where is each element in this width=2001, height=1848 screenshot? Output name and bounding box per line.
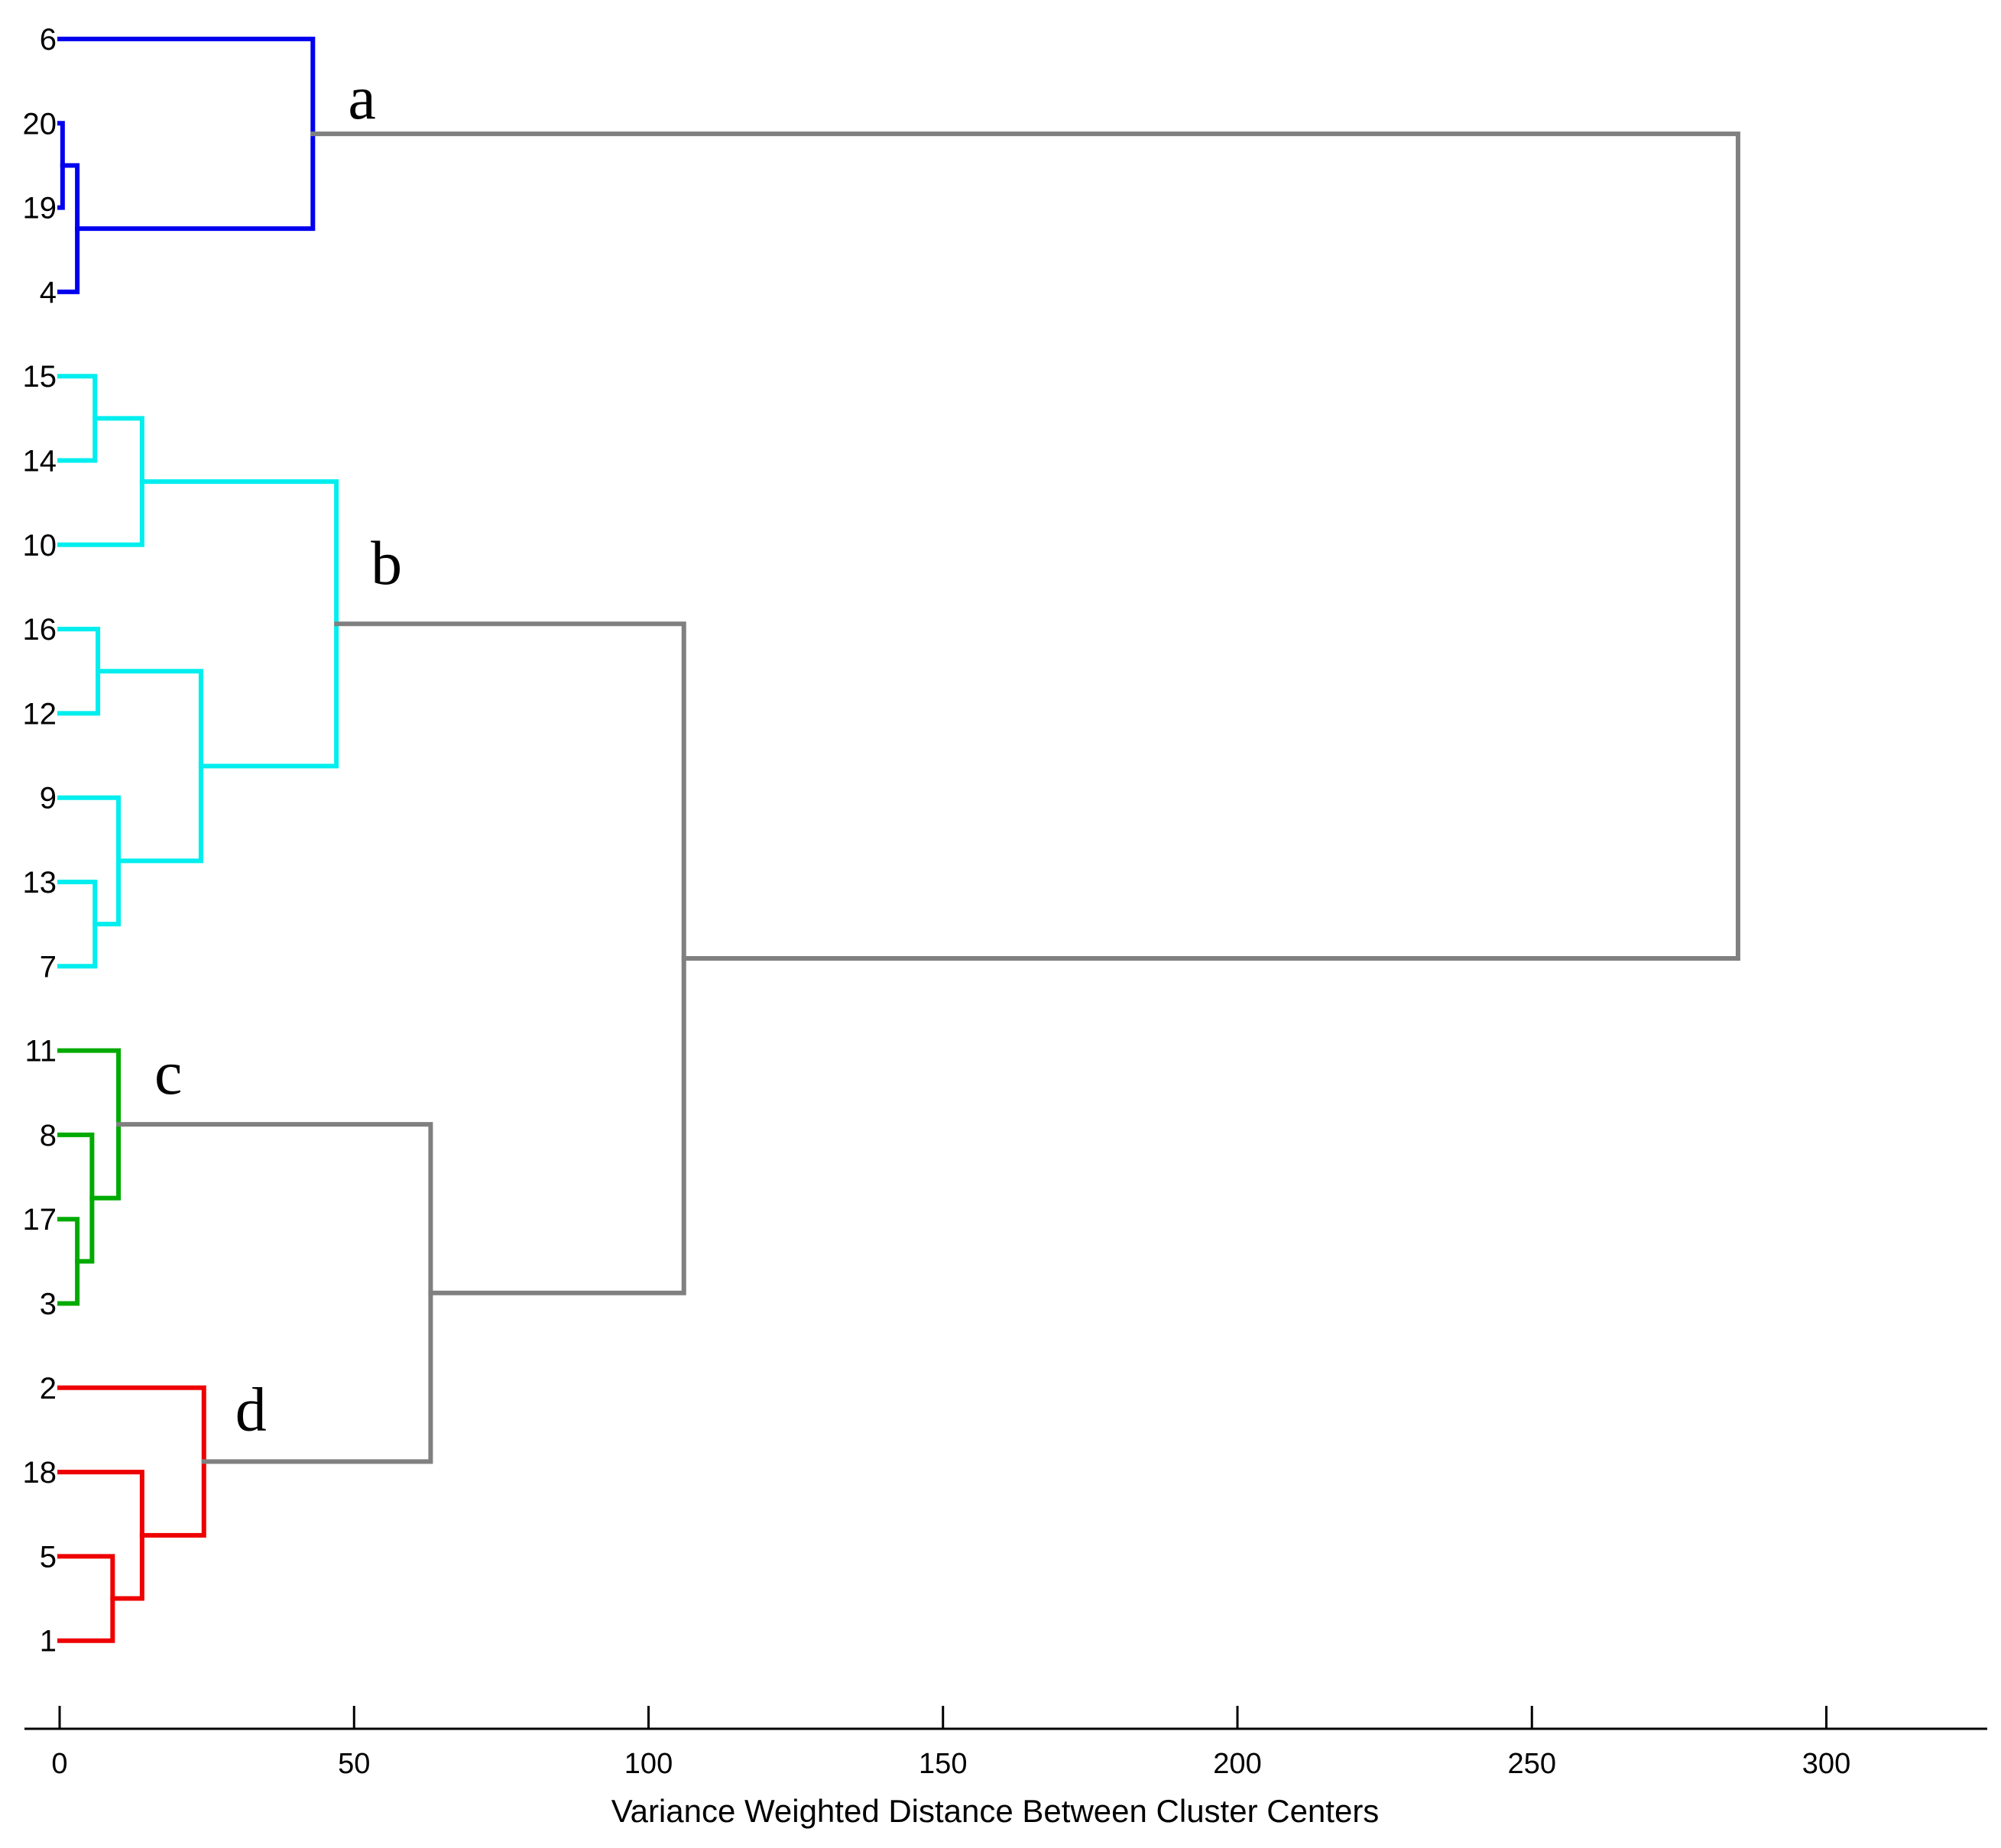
cluster-label-c: c xyxy=(154,1038,182,1107)
cluster-annotations: a b c d xyxy=(154,63,402,1444)
leaf-label-3: 3 xyxy=(40,1288,57,1321)
link-m19 xyxy=(310,131,1740,961)
cluster-label-a: a xyxy=(348,63,375,132)
leaf-label-2: 2 xyxy=(40,1372,57,1405)
x-tick-label-300: 300 xyxy=(1802,1748,1850,1780)
cluster-label-d: d xyxy=(235,1374,267,1444)
link-m8 xyxy=(57,795,122,927)
leaf-label-12: 12 xyxy=(23,697,57,731)
link-m6 xyxy=(57,627,101,716)
leaf-labels: 6 20 19 4 15 14 10 16 12 9 13 7 11 8 17 3 2 18 5 1 xyxy=(23,23,57,1658)
x-tick-label-150: 150 xyxy=(919,1748,967,1780)
link-m4 xyxy=(57,374,98,463)
link-m17 xyxy=(116,1122,433,1464)
leaf-label-13: 13 xyxy=(23,866,57,900)
link-m5 xyxy=(57,416,144,547)
link-m13 xyxy=(57,1048,122,1201)
dendrogram-links xyxy=(57,37,1740,1643)
x-tick-label-100: 100 xyxy=(624,1748,673,1780)
leaf-label-15: 15 xyxy=(23,360,57,394)
leaf-label-16: 16 xyxy=(23,613,57,647)
cluster-label-b: b xyxy=(371,528,402,598)
leaf-label-4: 4 xyxy=(40,276,57,310)
link-m10 xyxy=(139,479,339,769)
x-axis-title: Variance Weighted Distance Between Clust… xyxy=(611,1793,1380,1829)
leaf-label-8: 8 xyxy=(40,1119,57,1153)
x-tick-label-250: 250 xyxy=(1508,1748,1556,1780)
link-m11 xyxy=(57,1217,80,1306)
leaf-label-14: 14 xyxy=(23,445,57,478)
leaf-label-7: 7 xyxy=(40,950,57,984)
leaf-label-5: 5 xyxy=(40,1540,57,1574)
x-axis: 0 50 100 150 200 250 300 xyxy=(24,1706,1987,1780)
link-m14 xyxy=(57,1554,115,1643)
link-m9 xyxy=(96,669,203,864)
link-m18 xyxy=(334,621,686,1295)
x-tick-label-0: 0 xyxy=(51,1748,67,1780)
link-m16 xyxy=(57,1385,206,1538)
link-m7 xyxy=(57,880,98,969)
x-tick-label-50: 50 xyxy=(338,1748,370,1780)
leaf-label-17: 17 xyxy=(23,1203,57,1237)
leaf-label-6: 6 xyxy=(40,23,57,57)
leaf-label-19: 19 xyxy=(23,192,57,225)
leaf-label-20: 20 xyxy=(23,107,57,141)
x-tick-label-200: 200 xyxy=(1213,1748,1261,1780)
leaf-label-11: 11 xyxy=(24,1035,57,1068)
leaf-label-1: 1 xyxy=(40,1625,57,1658)
leaf-label-10: 10 xyxy=(23,529,57,563)
leaf-label-9: 9 xyxy=(40,782,57,815)
leaf-label-18: 18 xyxy=(23,1456,57,1490)
link-m15 xyxy=(57,1470,144,1601)
link-m3 xyxy=(57,37,316,232)
